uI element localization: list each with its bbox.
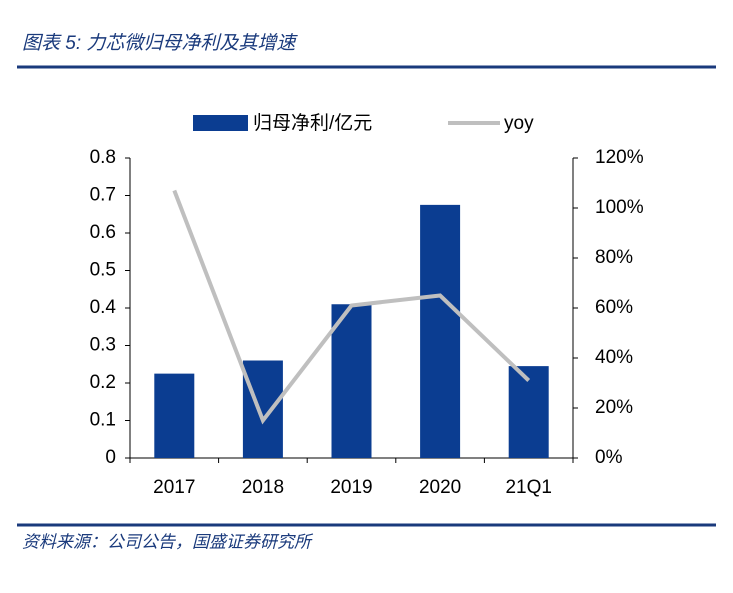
bar — [420, 204, 461, 458]
source-note: 资料来源：公司公告，国盛证券研究所 — [22, 532, 314, 551]
legend-label: 归母净利/亿元 — [253, 112, 372, 134]
y2-tick-label: 100% — [595, 197, 644, 218]
y-tick-label: 0.4 — [90, 297, 117, 318]
y-tick-label: 0.6 — [90, 222, 116, 243]
bar — [242, 360, 283, 458]
bar — [154, 373, 195, 458]
bar — [331, 304, 372, 458]
x-tick-label: 2020 — [419, 477, 461, 498]
line — [172, 189, 531, 425]
y2-tick-label: 80% — [595, 247, 633, 268]
y-tick-label: 0.3 — [90, 335, 116, 356]
y2-tick-label: 120% — [595, 147, 644, 168]
x-tick-label: 21Q1 — [505, 477, 551, 498]
y2-tick-label: 0% — [595, 447, 623, 468]
x-tick-label: 2019 — [330, 477, 372, 498]
y-tick-label: 0.1 — [90, 410, 116, 431]
x-tick-label: 2018 — [242, 477, 284, 498]
y2-tick-label: 40% — [595, 347, 633, 368]
y-tick-label: 0.8 — [90, 147, 116, 168]
y-tick-label: 0.2 — [90, 372, 116, 393]
legend-label: yoy — [504, 113, 534, 134]
chart-title: 图表 5: 力芯微归母净利及其增速 — [22, 33, 298, 54]
y-tick-label: 0.7 — [90, 185, 116, 206]
bar — [508, 366, 549, 458]
y2-tick-label: 60% — [595, 297, 633, 318]
x-tick-label: 2017 — [153, 477, 195, 498]
y-tick-label: 0.5 — [90, 260, 116, 281]
y2-tick-label: 20% — [595, 397, 633, 418]
legend-swatch — [193, 115, 248, 131]
y-tick-label: 0 — [105, 447, 116, 468]
